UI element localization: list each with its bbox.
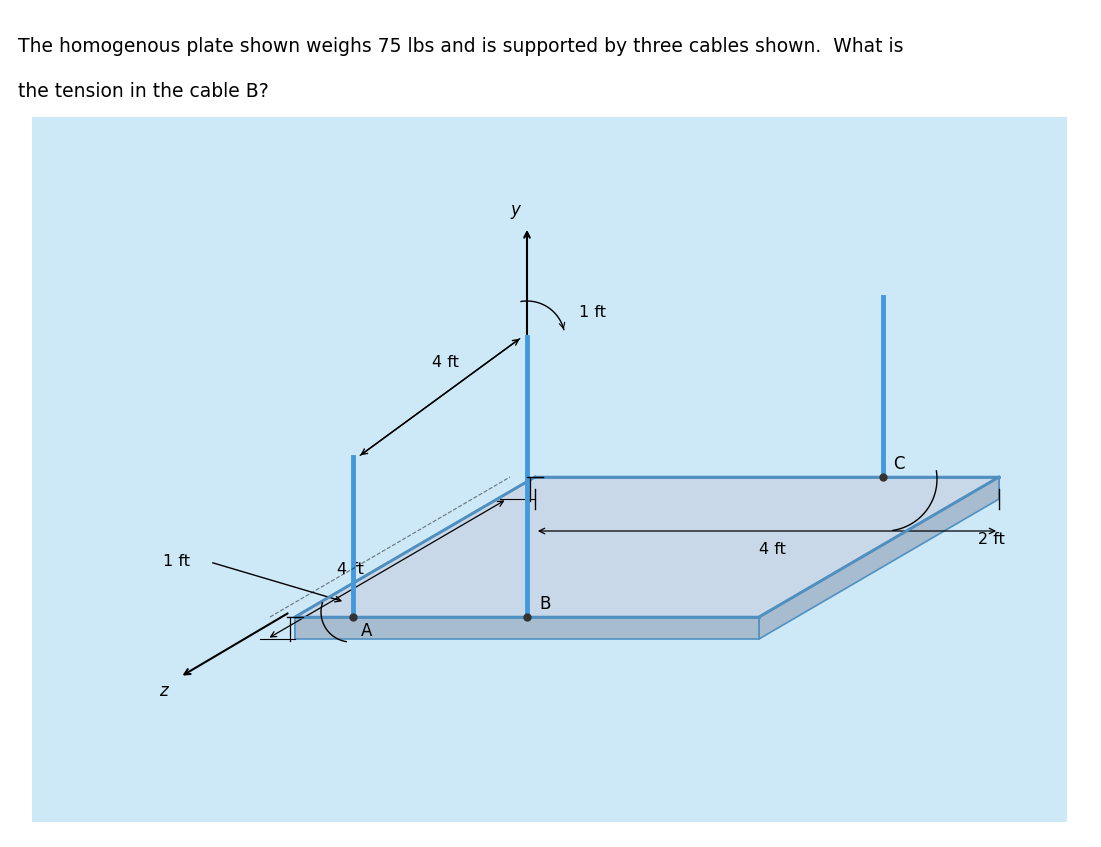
Bar	[32, 117, 1067, 822]
Text: The homogenous plate shown weighs 75 lbs and is supported by three cables shown.: The homogenous plate shown weighs 75 lbs…	[18, 37, 904, 56]
Polygon shape	[759, 477, 999, 639]
Polygon shape	[535, 477, 999, 499]
Polygon shape	[295, 477, 535, 639]
Text: 2 ft: 2 ft	[978, 532, 1005, 546]
Text: 1 ft: 1 ft	[579, 305, 606, 319]
Text: y: y	[510, 201, 520, 219]
Text: 4 ft: 4 ft	[759, 542, 785, 557]
Text: the tension in the cable B?: the tension in the cable B?	[18, 82, 269, 101]
Text: B: B	[539, 595, 550, 613]
Text: A: A	[361, 622, 372, 640]
Text: 4 ft: 4 ft	[432, 355, 458, 370]
Text: 4 ft: 4 ft	[337, 562, 363, 577]
Polygon shape	[295, 477, 999, 617]
Text: z: z	[160, 682, 168, 700]
Text: 1 ft: 1 ft	[163, 555, 190, 569]
Polygon shape	[295, 617, 759, 639]
Text: C: C	[893, 455, 905, 473]
